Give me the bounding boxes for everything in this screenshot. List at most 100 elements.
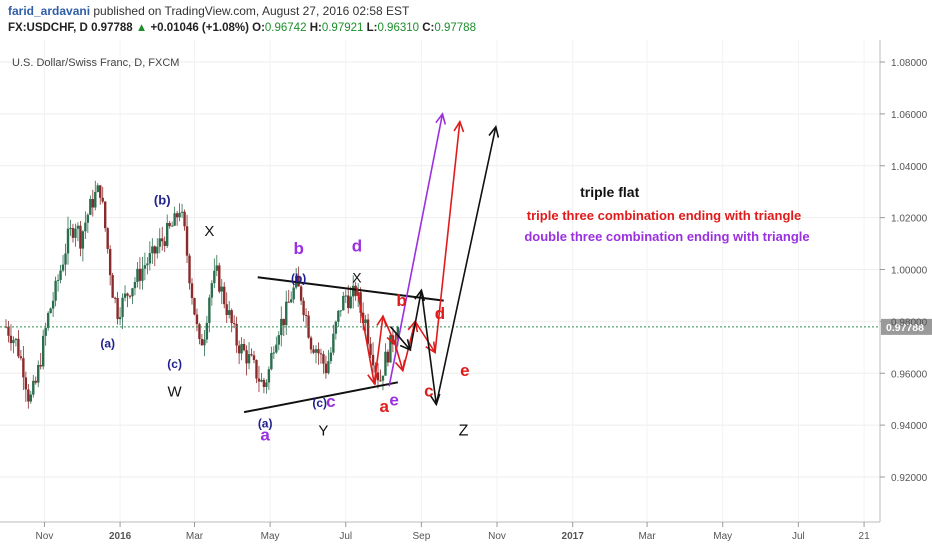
high-label: H:: [309, 22, 322, 34]
symbol-label: FX:USDCHF, D: [8, 22, 88, 34]
candle-body: [69, 228, 72, 230]
candles: [4, 180, 400, 409]
time-tick-label: Sep: [413, 531, 431, 542]
candle-body: [267, 369, 271, 383]
candle-body: [354, 285, 357, 296]
candle-body: [208, 297, 211, 323]
candle-body: [148, 253, 152, 264]
candle-body: [74, 228, 77, 238]
triangle-upper-line: [257, 276, 444, 302]
candle-body: [237, 345, 241, 354]
candle-body: [247, 354, 251, 364]
candle-body: [327, 361, 330, 374]
candle-body: [64, 253, 67, 265]
wave-label: (b): [291, 271, 306, 285]
price-tick-label: 1.00000: [891, 266, 928, 277]
candle-body: [44, 327, 47, 336]
black-wave-arrowhead: [414, 288, 426, 302]
candle-body: [317, 349, 320, 354]
triangle-lower-line: [243, 381, 399, 414]
time-tick-label: Jul: [339, 531, 352, 542]
candle-body: [240, 343, 243, 354]
time-tick-label: 2016: [109, 531, 132, 542]
candle-body: [56, 279, 60, 281]
candle-body: [146, 263, 149, 266]
publish-line: farid_ardavani published on TradingView.…: [8, 4, 409, 18]
price-tick-label: 0.96000: [891, 369, 928, 380]
black-wave-arrowhead: [399, 339, 412, 352]
candle-body: [166, 223, 169, 246]
candle-body: [381, 375, 385, 381]
candle-body: [185, 226, 189, 256]
black-wave-arrowhead: [429, 393, 441, 407]
candle-body: [29, 394, 32, 402]
candle-body: [386, 351, 390, 363]
candle-body: [220, 286, 223, 292]
wave-label: (a): [258, 417, 273, 431]
wave-label: b: [293, 239, 303, 258]
wave-label: c: [424, 382, 433, 401]
candle-body: [250, 354, 253, 356]
candle-body: [101, 197, 104, 202]
candle-body: [314, 349, 318, 353]
candle-body: [252, 355, 256, 361]
wave-label: a: [379, 397, 389, 416]
author-link[interactable]: farid_ardavani: [8, 4, 91, 18]
wave-lines: [243, 112, 500, 414]
candle-body: [61, 264, 65, 271]
wave-label: e: [389, 391, 398, 410]
candle-body: [116, 298, 119, 320]
wave-label: e: [460, 361, 469, 380]
low-label: L:: [366, 22, 378, 34]
time-tick-label: 2017: [562, 531, 585, 542]
candle-body: [76, 225, 80, 229]
candle-body: [42, 335, 45, 367]
time-axis[interactable]: Nov 2016 Mar May Jul Sep Nov 2017 Mar May Jul 21: [36, 522, 871, 542]
candle-body: [104, 201, 107, 229]
candle-body: [257, 378, 261, 382]
candle-body: [14, 338, 18, 341]
candle-body: [285, 301, 288, 326]
candle-body: [96, 185, 99, 192]
change-value: +0.01046 (+1.08%): [150, 22, 249, 34]
red-wave-arrowhead: [453, 119, 465, 133]
candle-body: [304, 315, 308, 317]
chart-background: [0, 40, 932, 550]
candle-body: [37, 364, 40, 383]
purple-wave-line: [388, 113, 444, 387]
candle-body: [329, 352, 333, 362]
candle-body: [133, 281, 137, 289]
candle-body: [324, 363, 328, 374]
time-tick-label: Nov: [36, 531, 54, 542]
price-value: 0.97788: [91, 22, 133, 34]
price-tick-label: 0.94000: [891, 421, 928, 432]
candle-body: [24, 377, 28, 390]
candle-body: [302, 300, 305, 316]
candle-body: [9, 335, 13, 344]
price-tick-label: 0.92000: [891, 473, 928, 484]
candle-body: [143, 265, 147, 269]
price-axis[interactable]: 1.08000 1.06000 1.04000 1.02000 1.00000 0.980…: [880, 58, 928, 484]
candle-body: [200, 339, 204, 346]
candle-body: [183, 211, 186, 227]
candle-body: [210, 283, 214, 298]
annotation-text: triple flat: [580, 184, 639, 200]
candle-body: [292, 287, 295, 300]
candle-body: [99, 185, 102, 198]
red-wave-arrowhead: [376, 314, 388, 327]
last-price-badge: [881, 318, 932, 335]
candle-body: [225, 304, 228, 315]
candle-body: [359, 292, 362, 313]
candle-body: [255, 360, 258, 379]
candle-body: [218, 265, 221, 292]
annotation-text: double three combination ending with tri…: [524, 229, 809, 244]
candle-body: [188, 255, 191, 284]
close-value: 0.97788: [434, 22, 476, 34]
candle-body: [22, 358, 25, 378]
candle-body: [84, 222, 87, 232]
candle-body: [4, 326, 8, 328]
candle-body: [232, 323, 236, 325]
candle-body: [113, 297, 117, 299]
